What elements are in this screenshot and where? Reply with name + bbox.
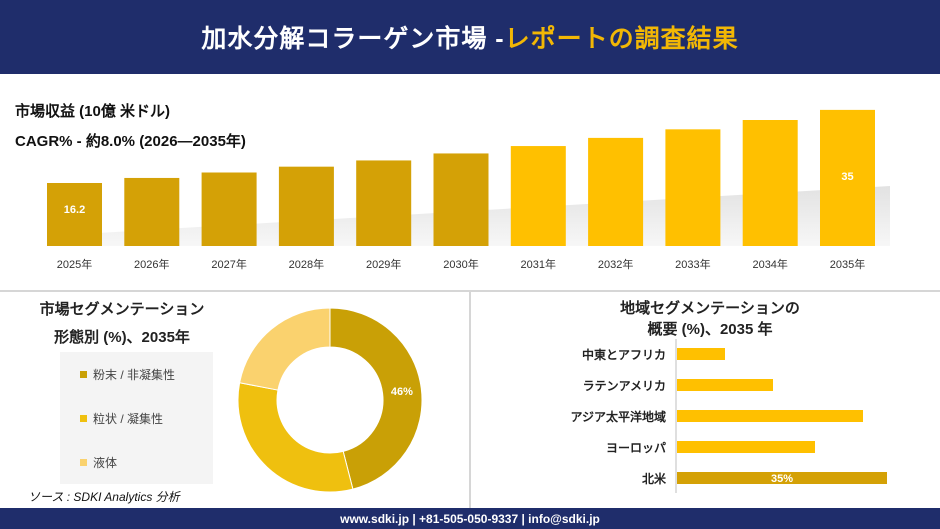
year-tick-label: 2034年 xyxy=(752,257,787,271)
region-label: 中東とアフリカ xyxy=(582,347,666,362)
contact-footer: www.sdki.jp | +81-505-050-9337 | info@sd… xyxy=(0,508,940,529)
region-label: ヨーロッパ xyxy=(606,441,666,455)
year-tick-label: 2026年 xyxy=(134,257,169,271)
legend-swatch-granular xyxy=(80,415,87,422)
revenue-bar xyxy=(201,172,257,246)
form-donut-chart: 46% xyxy=(237,307,423,493)
region-title-line2: 概要 (%)、2035 年 xyxy=(647,321,773,338)
legend-swatch-powder xyxy=(80,371,87,378)
revenue-bar xyxy=(588,137,644,246)
section-divider-vertical xyxy=(469,292,471,508)
segment-title-line1: 市場セグメンテーション xyxy=(39,301,205,318)
legend-item-granular: 粒状 / 凝集性 xyxy=(80,410,163,427)
year-tick-label: 2029年 xyxy=(366,257,401,271)
year-tick-label: 2030年 xyxy=(443,257,478,271)
revenue-bar xyxy=(47,183,102,246)
region-bar xyxy=(677,441,815,453)
revenue-bar xyxy=(356,160,412,246)
region-label: ラテンアメリカ xyxy=(583,379,666,393)
source-note: ソース : SDKI Analytics 分析 xyxy=(28,490,180,504)
region-title-line1: 地域セグメンテーションの xyxy=(620,300,800,317)
title-accent: レポートの調査結果 xyxy=(504,25,739,53)
region-label: 北米 xyxy=(642,471,667,486)
region-bar xyxy=(677,379,773,391)
year-tick-label: 2025年 xyxy=(57,257,92,271)
cagr-label: CAGR% - 約8.0% (2026―2035年) xyxy=(15,133,246,150)
revenue-bar xyxy=(124,177,180,246)
revenue-label: 市場収益 (10億 米ドル) xyxy=(15,103,171,120)
section-divider-horizontal xyxy=(0,290,940,292)
year-tick-label: 2031年 xyxy=(521,257,556,271)
year-tick-label: 2028年 xyxy=(289,257,324,271)
segment-legend: 粉末 / 非凝集性 粒状 / 凝集性 液体 xyxy=(60,352,213,484)
revenue-bar-chart: 2025年 16.2 2026年 2027年 2028年 2029年 2030年 2031年 2… xyxy=(47,109,890,271)
year-tick-label: 2032年 xyxy=(598,257,633,271)
region-bar xyxy=(677,348,725,360)
segment-title-line2: 形態別 (%)、2035年 xyxy=(54,329,190,346)
region-data-label: 35% xyxy=(771,473,793,485)
revenue-bar xyxy=(433,153,489,246)
legend-label-powder: 粉末 / 非凝集性 xyxy=(93,368,176,382)
year-tick-label: 2035年 xyxy=(830,257,865,271)
legend-label-liquid: 液体 xyxy=(93,456,118,470)
revenue-bar xyxy=(742,120,798,246)
legend-item-powder: 粉末 / 非凝集性 xyxy=(80,366,175,383)
year-tick-label: 2033年 xyxy=(675,257,710,271)
revenue-bar xyxy=(820,109,875,246)
region-bar xyxy=(677,472,887,484)
donut-slice xyxy=(239,307,331,391)
region-label: アジア太平洋地域 xyxy=(570,409,666,424)
report-header: 加水分解コラーゲン市場 -レポートの調査結果 xyxy=(0,0,940,74)
title-main: 加水分解コラーゲン市場 - xyxy=(201,25,505,53)
legend-item-liquid: 液体 xyxy=(80,454,117,471)
donut-data-label: 46% xyxy=(391,386,413,398)
revenue-bar xyxy=(510,146,566,246)
revenue-bar xyxy=(665,129,721,246)
legend-swatch-liquid xyxy=(80,459,87,466)
donut-slice xyxy=(329,307,423,490)
legend-label-granular: 粒状 / 凝集性 xyxy=(93,412,164,426)
report-title: 加水分解コラーゲン市場 -レポートの調査結果 xyxy=(201,19,738,55)
revenue-data-label: 35 xyxy=(841,171,853,183)
revenue-data-label: 16.2 xyxy=(64,204,85,216)
region-bar xyxy=(677,410,863,422)
revenue-bar xyxy=(278,166,334,246)
donut-slice xyxy=(237,382,354,493)
year-tick-label: 2027年 xyxy=(211,257,246,271)
